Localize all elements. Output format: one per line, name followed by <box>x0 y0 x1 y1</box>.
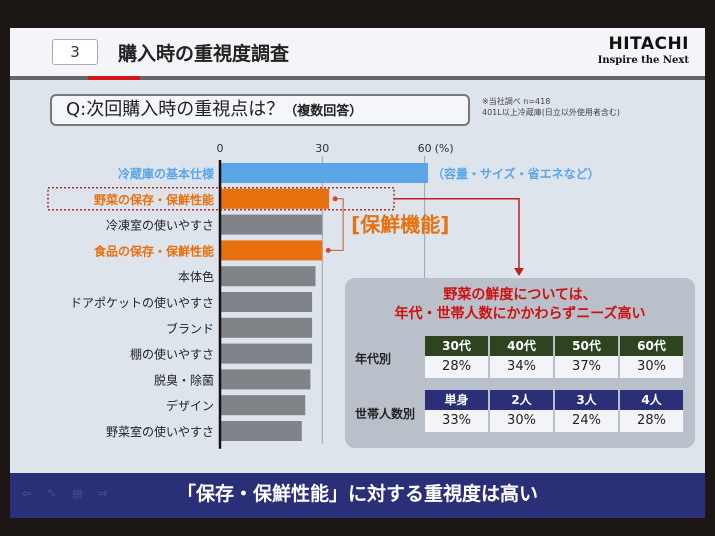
slide: 3 購入時の重視度調査 HITACHI Inspire the Next Q:次… <box>10 28 705 518</box>
note-line: 401L以上冷蔵庫(日立以外使用者含む) <box>482 108 620 117</box>
age-label: 年代別 <box>355 352 392 366</box>
question-suffix: （複数回答） <box>284 104 363 119</box>
bar <box>220 343 313 364</box>
spec-annotation: （容量・サイズ・省エネなど） <box>432 166 600 181</box>
tick-label: 0 <box>217 142 224 155</box>
table-cell: 28% <box>620 410 683 432</box>
bar <box>220 214 323 235</box>
note-line: ※当社調べ n=418 <box>482 97 551 106</box>
header-divider <box>10 76 705 80</box>
header-accent <box>88 76 140 80</box>
category-label: 棚の使いやすさ <box>130 347 214 362</box>
tick-label: 60 <box>418 142 432 155</box>
slide-header: 3 購入時の重視度調査 HITACHI Inspire the Next <box>10 28 705 76</box>
category-label: 冷蔵庫の基本仕様 <box>118 166 215 181</box>
table-header: 単身 <box>425 390 488 410</box>
table-header: 30代 <box>425 336 488 356</box>
table-cell: 34% <box>490 356 553 378</box>
category-label: 野菜室の使いやすさ <box>106 424 214 439</box>
page-number: 3 <box>52 39 98 65</box>
bar <box>220 292 313 312</box>
category-label: ドアポケットの使いやすさ <box>70 295 214 310</box>
table-header: 40代 <box>490 336 553 356</box>
freshness-panel: 野菜の鮮度については、年代・世帯人数にかかわらずニーズ高い 年代別 30代 40代… <box>345 278 695 448</box>
bar-chart: 0 30 60 (%) 冷蔵庫の基本仕様野菜の保存・保鮮性能冷凍室の使いやすさ食品の保存… <box>47 142 600 449</box>
category-label: 本体色 <box>178 270 214 284</box>
category-label: デザイン <box>166 398 214 413</box>
marker-dot <box>325 247 331 253</box>
category-label: 冷凍室の使いやすさ <box>106 218 214 233</box>
category-label: 脱臭・除菌 <box>154 372 214 387</box>
bar <box>220 188 330 209</box>
table-cell: 37% <box>555 356 618 378</box>
bracket-line <box>328 198 344 251</box>
table-header: 3人 <box>555 390 618 410</box>
marker-dot <box>332 196 338 202</box>
table-header: 50代 <box>555 336 618 356</box>
slide-nav-icons[interactable]: ⇦ ✎ ▤ ⇨ <box>22 487 114 500</box>
arrow-head <box>514 268 524 276</box>
bar <box>220 240 323 261</box>
table-cell: 28% <box>425 356 488 378</box>
category-label: ブランド <box>166 321 214 336</box>
category-label: 野菜の保存・保鮮性能 <box>94 192 214 207</box>
bar <box>220 317 313 338</box>
household-label: 世帯人数別 <box>355 407 416 421</box>
table-cell: 30% <box>490 410 553 432</box>
unit-label: (%) <box>435 142 454 155</box>
freshness-bracket-label: [保鮮機能] <box>351 213 449 237</box>
table-header: 60代 <box>620 336 683 356</box>
conclusion-banner: ⇦ ✎ ▤ ⇨ 「保存・保鮮性能」に対する重視度は高い <box>10 473 705 518</box>
logo-tagline: Inspire the Next <box>597 55 689 66</box>
table-cell: 33% <box>425 410 488 432</box>
survey-note: ※当社調べ n=418 401L以上冷蔵庫(日立以外使用者含む) <box>482 96 620 118</box>
table-cell: 30% <box>620 356 683 378</box>
slide-title: 購入時の重視度調査 <box>118 43 290 65</box>
bar <box>220 369 311 390</box>
panel-title: 野菜の鮮度については、年代・世帯人数にかかわらずニーズ高い <box>345 286 695 324</box>
table-header: 4人 <box>620 390 683 410</box>
panel-title-line: 野菜の鮮度については、 <box>443 287 597 303</box>
question-box: Q:次回購入時の重視点は？（複数回答） <box>50 94 470 126</box>
bar <box>220 266 316 287</box>
category-label: 食品の保存・保鮮性能 <box>93 243 214 258</box>
household-table: 単身 2人 3人 4人 33% 30% 24% 28% <box>425 390 683 432</box>
conclusion-text: 「保存・保鮮性能」に対する重視度は高い <box>176 483 538 505</box>
bar <box>220 395 306 416</box>
bar <box>220 163 429 183</box>
question-text: Q:次回購入時の重視点は？ <box>66 99 285 120</box>
hitachi-logo: HITACHI Inspire the Next <box>598 34 689 67</box>
table-header: 2人 <box>490 390 553 410</box>
connector-line <box>394 198 520 270</box>
table-cell: 24% <box>555 410 618 432</box>
logo-text: HITACHI <box>608 34 689 54</box>
tick-label: 30 <box>315 142 329 155</box>
bar <box>220 421 302 441</box>
panel-title-line: 年代・世帯人数にかかわらずニーズ高い <box>394 306 646 322</box>
age-table: 30代 40代 50代 60代 28% 34% 37% 30% <box>425 336 683 378</box>
